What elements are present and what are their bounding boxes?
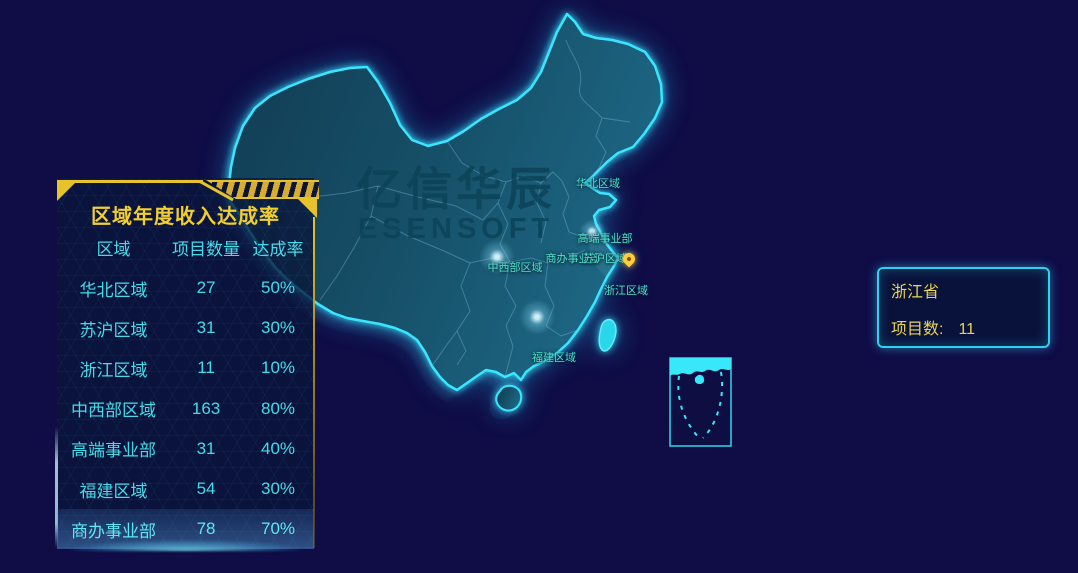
count-cell: 31: [196, 318, 216, 338]
table-row[interactable]: 福建区域 54 30%: [57, 469, 314, 509]
table-row[interactable]: 华北区域 27 50%: [57, 268, 314, 308]
rate-cell: 70%: [260, 519, 296, 539]
map-region-label: 中西部区域: [487, 262, 543, 274]
glow-sparkle: [479, 239, 515, 275]
panel-corner-triangle-left: [57, 180, 78, 201]
region-cell: 浙江区域: [79, 360, 148, 380]
tooltip-province: 浙江省: [891, 284, 940, 301]
pin-dot: [626, 256, 632, 262]
map-region-label: 高端事业部: [577, 233, 633, 245]
tooltip-metric-line: 项目数: 11: [891, 315, 1036, 339]
region-cell: 福建区域: [79, 481, 148, 501]
count-cell: 31: [196, 438, 216, 458]
map-region-label: 苏沪区域: [583, 253, 627, 265]
rate-cell: 40%: [260, 438, 296, 458]
panel-title: 区域年度收入达成率: [91, 206, 280, 228]
count-cell: 11: [197, 358, 215, 378]
panel-left-glow: [55, 426, 58, 548]
panel-bottom-glow: [57, 536, 314, 551]
table-row[interactable]: 苏沪区域 31 30%: [57, 308, 314, 348]
panel-right-border: [313, 217, 315, 548]
glow-sparkle: [519, 299, 555, 335]
map-region-label: 华北区域: [576, 178, 620, 190]
south-china-sea-inset: [669, 357, 732, 447]
map-region-label: 商办事业部: [545, 253, 601, 265]
table-body: 华北区域 27 50% 苏沪区域 31 30% 浙江区域 11 10% 中西部区…: [57, 268, 314, 550]
tooltip-metric-value: 11: [958, 321, 976, 338]
map-tooltip: 浙江省 项目数: 11: [877, 267, 1050, 348]
count-cell: 54: [196, 479, 216, 499]
region-cell: 华北区域: [79, 280, 148, 300]
table-header: 区域 项目数量 达成率: [57, 235, 314, 260]
table-row-highlighted[interactable]: 商办事业部 78 70%: [57, 509, 314, 550]
rate-cell: 80%: [260, 398, 296, 418]
rate-cell: 30%: [260, 318, 296, 338]
region-cell: 中西部区域: [71, 401, 157, 421]
count-cell: 27: [196, 278, 216, 298]
panel-stripe-band: [206, 180, 319, 199]
glow-sparkle: [579, 219, 605, 245]
pin-shape: [620, 250, 638, 268]
count-cell: 163: [191, 398, 221, 418]
column-header-rate: 达成率: [252, 240, 304, 259]
table-row[interactable]: 浙江区域 11 10%: [57, 348, 314, 388]
count-cell: 78: [196, 519, 216, 539]
tooltip-metric-label: 项目数:: [891, 321, 944, 338]
rate-cell: 10%: [260, 358, 296, 378]
table-row[interactable]: 中西部区域 163 80%: [57, 389, 314, 429]
table-row[interactable]: 高端事业部 31 40%: [57, 429, 314, 469]
column-header-region: 区域: [96, 240, 131, 259]
region-cell: 商办事业部: [71, 521, 157, 541]
map-pin-icon[interactable]: [620, 250, 638, 268]
region-cell: 高端事业部: [71, 441, 157, 461]
region-cell: 苏沪区域: [79, 320, 148, 340]
map-region-label: 福建区域: [532, 352, 576, 364]
panel-top-line: [57, 180, 203, 183]
rate-cell: 50%: [260, 278, 296, 298]
rate-cell: 30%: [260, 479, 296, 499]
map-region-label: 浙江区域: [604, 285, 648, 297]
column-header-count: 项目数量: [172, 240, 241, 259]
region-achievement-panel: 区域年度收入达成率 区域 项目数量 达成率 华北区域 27 50% 苏沪区域 3…: [55, 178, 319, 551]
